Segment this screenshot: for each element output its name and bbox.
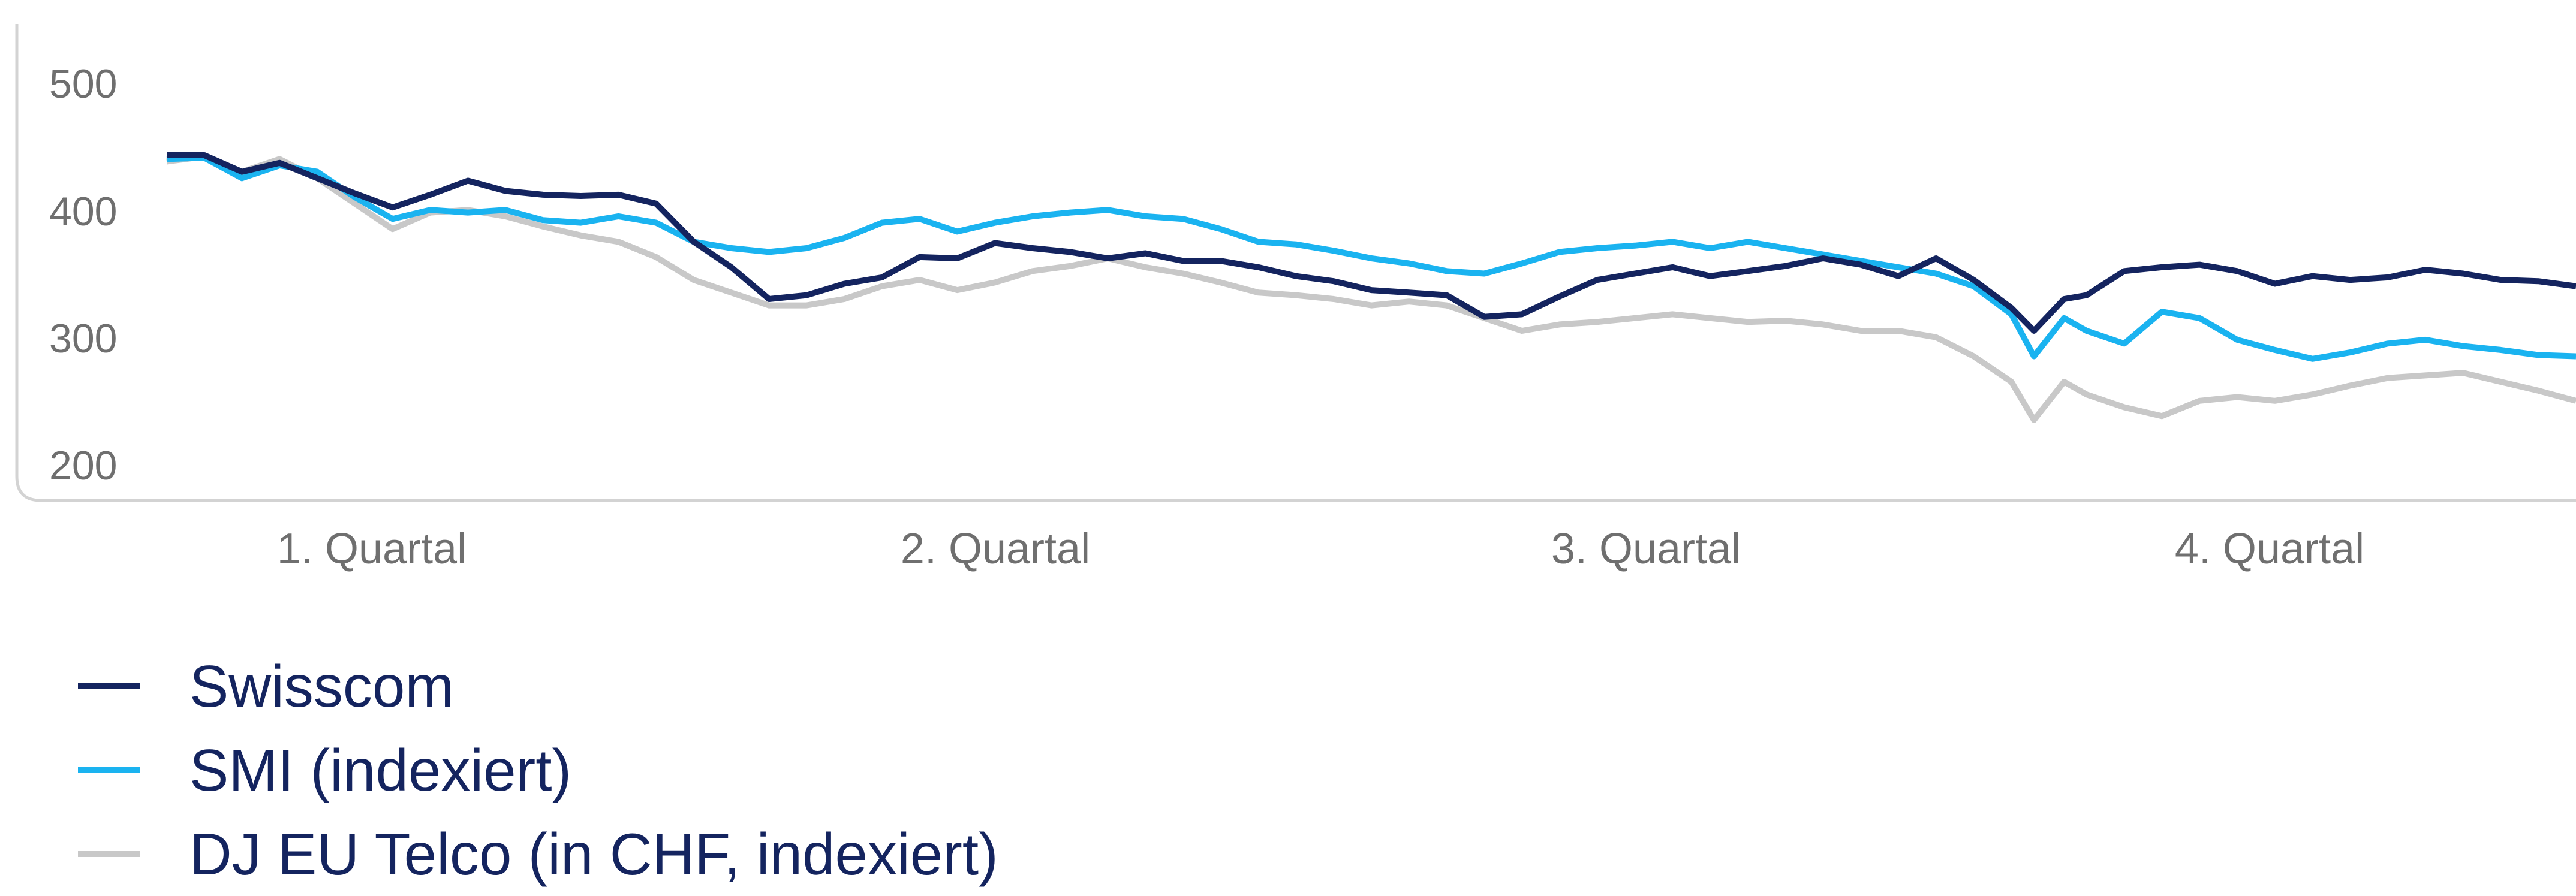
y-tick-label-300: 300 — [49, 316, 117, 361]
y-tick-label-500: 500 — [49, 61, 117, 107]
series-line-swisscom — [167, 152, 2576, 334]
x-tick-label-q1: 1. Quartal — [277, 525, 467, 573]
series-line-smi — [166, 155, 2576, 362]
x-tick-label-q4: 4. Quartal — [2175, 525, 2364, 573]
legend-item-dj-eu-telco: DJ EU Telco (in CHF, indexiert) — [78, 812, 998, 896]
series-line-dj-eu-telco — [166, 153, 2576, 423]
stock-performance-chart: 500 400 300 200 1. Quartal 2. Quartal 3.… — [15, 24, 2576, 573]
legend-swatch-dj-eu-telco — [78, 851, 140, 857]
legend-item-swisscom: Swisscom — [78, 644, 998, 728]
y-tick-label-400: 400 — [49, 189, 117, 234]
legend-label-swisscom: Swisscom — [189, 653, 455, 719]
plot-frame — [15, 24, 2576, 502]
legend-swatch-swisscom — [78, 683, 140, 689]
legend-item-smi: SMI (indexiert) — [78, 728, 998, 812]
legend-label-dj-eu-telco: DJ EU Telco (in CHF, indexiert) — [189, 820, 998, 887]
chart-legend: Swisscom SMI (indexiert) DJ EU Telco (in… — [78, 644, 998, 896]
x-tick-label-q3: 3. Quartal — [1551, 525, 1741, 573]
legend-label-smi: SMI (indexiert) — [189, 737, 572, 803]
y-tick-label-200: 200 — [49, 443, 117, 488]
x-tick-label-q2: 2. Quartal — [901, 525, 1090, 573]
legend-swatch-smi — [78, 767, 140, 773]
